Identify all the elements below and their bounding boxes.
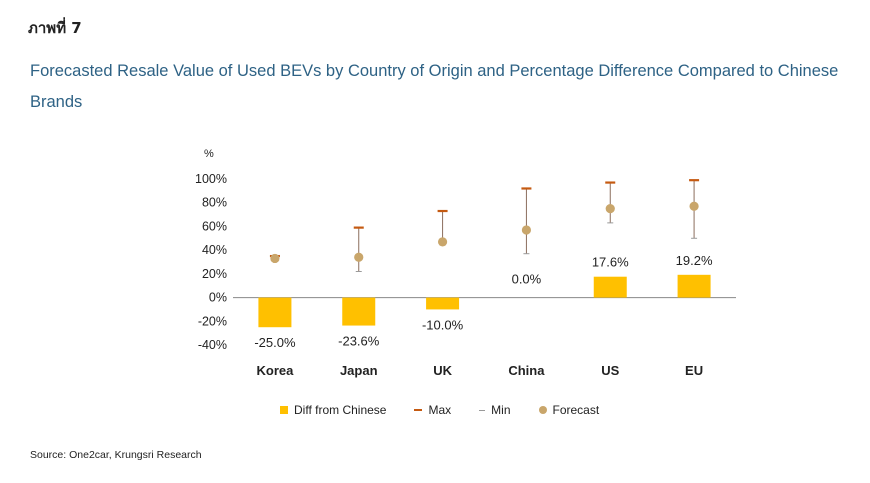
forecast-point-eu	[689, 201, 699, 211]
y-tick-label: 0%	[209, 291, 227, 305]
forecast-swatch-icon	[538, 406, 547, 414]
legend: Diff from Chinese Max Min Forecast	[280, 403, 627, 417]
legend-item-forecast: Forecast	[538, 403, 600, 417]
y-tick-label: 20%	[202, 267, 227, 281]
y-tick-label: 80%	[202, 196, 227, 210]
data-label-korea: -25.0%	[254, 335, 296, 350]
category-label-eu: EU	[685, 363, 703, 378]
bar-swatch-icon	[280, 406, 288, 414]
data-label-china: 0.0%	[512, 272, 542, 287]
bar-japan	[342, 297, 376, 326]
data-label-uk: -10.0%	[422, 317, 464, 332]
y-tick-label: 40%	[202, 243, 227, 257]
legend-label-min: Min	[491, 403, 511, 417]
figure-label: ภาพที่ 7	[28, 19, 82, 37]
legend-label-forecast: Forecast	[552, 403, 600, 417]
bar-korea	[258, 297, 292, 328]
forecast-point-uk	[437, 237, 448, 247]
data-label-japan: -23.6%	[338, 334, 380, 349]
category-label-uk: UK	[433, 363, 452, 378]
forecast-point-china	[521, 225, 532, 235]
max-swatch-icon	[414, 409, 423, 411]
bar-eu	[677, 274, 711, 298]
category-label-korea: Korea	[256, 363, 294, 378]
legend-item-max: Max	[414, 403, 451, 417]
category-label-us: US	[601, 363, 619, 378]
min-swatch-icon	[479, 409, 486, 411]
forecast-point-korea	[270, 253, 280, 264]
data-label-eu: 19.2%	[676, 253, 713, 268]
legend-label-max: Max	[428, 403, 452, 417]
legend-item-diff: Diff from Chinese	[280, 403, 386, 417]
y-tick-label: 100%	[195, 172, 227, 186]
category-label-japan: Japan	[340, 363, 378, 378]
source-note: Source: One2car, Krungsri Research	[30, 449, 202, 461]
forecast-point-us	[605, 204, 615, 214]
category-label-china: China	[508, 363, 545, 378]
data-label-us: 17.6%	[592, 255, 629, 270]
bar-us	[593, 276, 627, 298]
y-tick-label: -40%	[198, 338, 227, 352]
forecast-point-japan	[354, 252, 364, 262]
y-tick-label: 60%	[202, 219, 227, 233]
y-tick-label: -20%	[198, 314, 227, 328]
bar-uk	[426, 297, 460, 310]
y-unit-label: %	[204, 148, 214, 160]
chart-title: Forecasted Resale Value of Used BEVs by …	[30, 62, 839, 111]
legend-item-min: Min	[479, 403, 511, 417]
legend-label-diff: Diff from Chinese	[294, 403, 387, 417]
